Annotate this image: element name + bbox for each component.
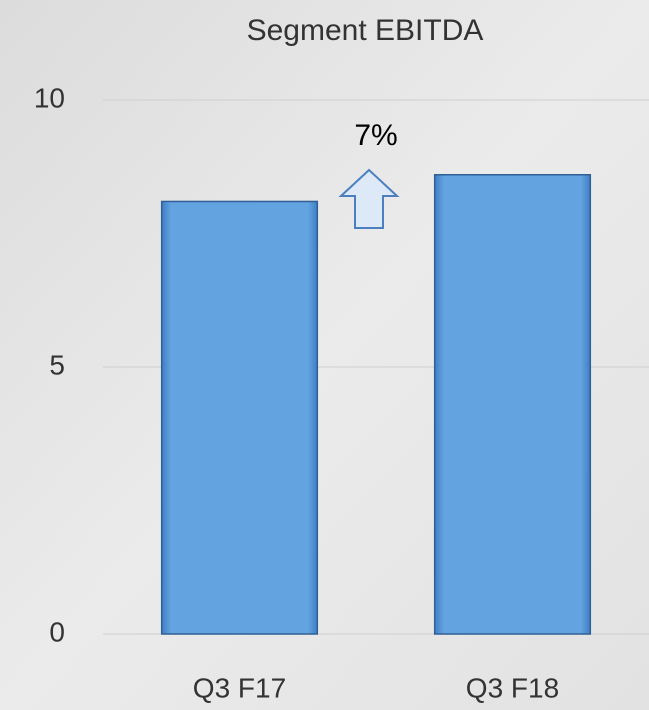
plot-area: 0 5 10 Q3 F17 Q3 F18 [34,82,649,703]
annotation: 7% [354,119,397,152]
y-tick-label: 10 [34,82,65,113]
bar [160,200,319,635]
chart-title: Segment EBITDA [247,14,484,47]
x-tick-label: Q3 F18 [466,672,559,703]
x-tick-label: Q3 F17 [193,672,286,703]
y-tick-label: 5 [49,349,65,380]
bar [433,174,592,635]
increase-arrow [338,168,400,229]
y-tick-label: 0 [49,616,65,647]
